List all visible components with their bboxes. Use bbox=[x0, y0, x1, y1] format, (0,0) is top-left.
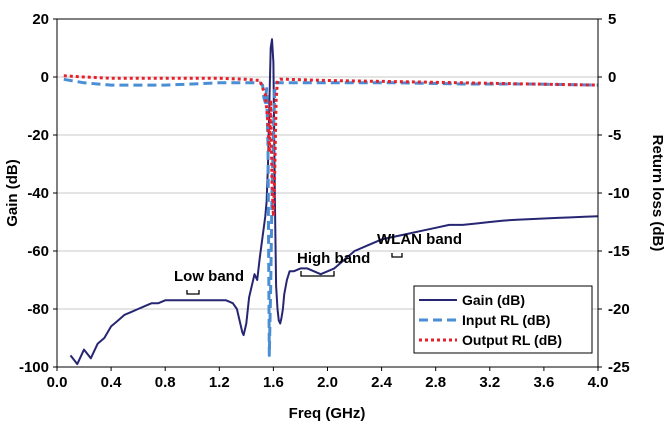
y-tick-label: -40 bbox=[27, 185, 49, 202]
legend-label-input-rl: Input RL (dB) bbox=[462, 312, 550, 328]
x-tick-label: 2.8 bbox=[425, 374, 446, 391]
y2-tick-label: -5 bbox=[608, 127, 621, 144]
annotation-low-band: Low band bbox=[174, 268, 244, 295]
annotation-wlan-band-bracket bbox=[391, 253, 403, 258]
x-tick-label: 3.6 bbox=[533, 374, 554, 391]
x-tick-label: 0.0 bbox=[47, 374, 68, 391]
y-axis-title: Gain (dB) bbox=[4, 159, 21, 227]
legend-box bbox=[413, 285, 593, 354]
y2-tick-label: -10 bbox=[608, 185, 630, 202]
y2-tick-labels: 5 0 -5 -10 -15 -20 -25 bbox=[598, 11, 630, 376]
y2-tick-label: -25 bbox=[608, 359, 630, 376]
series-line-gain bbox=[69, 38, 599, 366]
x-tick-label: 0.4 bbox=[101, 374, 123, 391]
annotation-high-band-bracket bbox=[300, 271, 335, 277]
x-tick-label: 2.0 bbox=[317, 374, 338, 391]
annotation-low-band-bracket bbox=[186, 290, 200, 295]
y2-tick-label: 0 bbox=[608, 69, 616, 86]
y-tick-label: -80 bbox=[27, 301, 49, 318]
x-tick-label: 1.6 bbox=[263, 374, 284, 391]
x-tick-label: 2.4 bbox=[371, 374, 393, 391]
y-tick-label: -100 bbox=[19, 359, 49, 376]
annotation-high-band-label: High band bbox=[297, 250, 370, 267]
grid bbox=[57, 76, 598, 310]
series-line-input-rl bbox=[63, 77, 599, 357]
legend-label-gain: Gain (dB) bbox=[462, 292, 525, 308]
series-layer bbox=[63, 38, 599, 366]
x-tick-label: 3.2 bbox=[479, 374, 500, 391]
y2-axis-title: Return loss (dB) bbox=[649, 135, 666, 252]
annotation-low-band-label: Low band bbox=[174, 268, 244, 285]
annotation-high-band: High band bbox=[297, 250, 370, 277]
annotation-wlan-band-label: WLAN band bbox=[377, 231, 462, 248]
legend: Gain (dB) Input RL (dB) Output RL (dB) bbox=[413, 285, 593, 354]
x-tick-label: 4.0 bbox=[588, 374, 609, 391]
annotation-wlan-band: WLAN band bbox=[377, 231, 462, 258]
x-tick-labels: 0.0 0.4 0.8 1.2 1.6 2.0 2.4 2.8 3.2 3.6 4.0 bbox=[47, 367, 609, 391]
x-tick-label: 1.2 bbox=[209, 374, 230, 391]
y-tick-labels: 20 0 -20 -40 -60 -80 -100 bbox=[19, 11, 57, 376]
y2-tick-label: -15 bbox=[608, 243, 630, 260]
y2-tick-label: -20 bbox=[608, 301, 630, 318]
x-axis-title: Freq (GHz) bbox=[289, 405, 366, 422]
y-tick-label: 0 bbox=[41, 69, 49, 86]
y-tick-label: -20 bbox=[27, 127, 49, 144]
y-tick-label: -60 bbox=[27, 243, 49, 260]
x-tick-label: 0.8 bbox=[155, 374, 176, 391]
y2-tick-label: 5 bbox=[608, 11, 616, 28]
legend-label-output-rl: Output RL (dB) bbox=[462, 332, 562, 348]
y-tick-label: 20 bbox=[32, 11, 49, 28]
